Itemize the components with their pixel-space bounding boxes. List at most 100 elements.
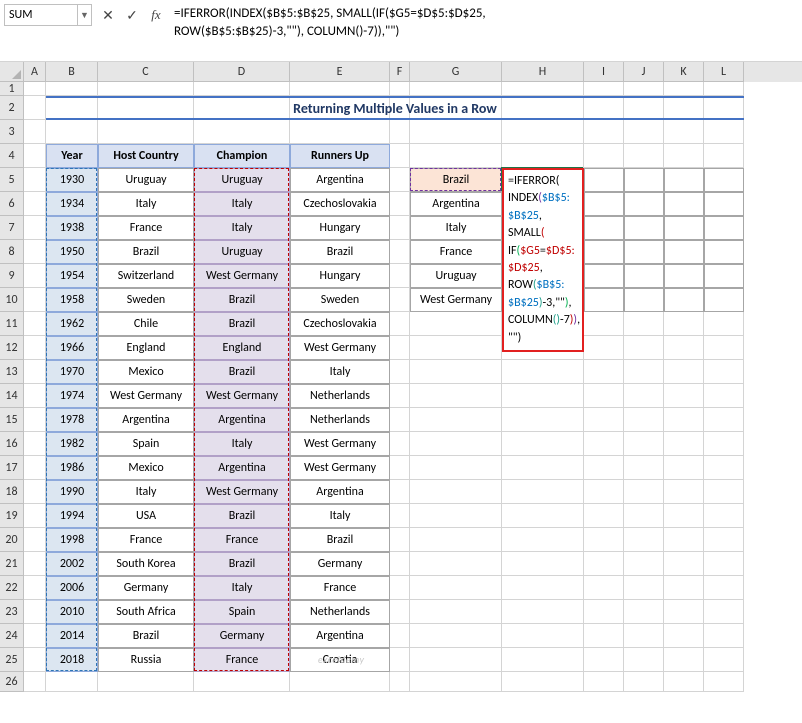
cell-H3[interactable] (502, 120, 584, 144)
cell-I24[interactable] (584, 624, 624, 648)
cell-F18[interactable] (390, 480, 410, 504)
cell-F12[interactable] (390, 336, 410, 360)
cell-I22[interactable] (584, 576, 624, 600)
cell-J7[interactable] (624, 216, 664, 240)
cell-F22[interactable] (390, 576, 410, 600)
cell-B25[interactable]: 2018 (46, 648, 98, 672)
cell-D8[interactable]: Uruguay (194, 240, 290, 264)
cell-J24[interactable] (624, 624, 664, 648)
cell-J10[interactable] (624, 288, 664, 312)
cell-K21[interactable] (664, 552, 704, 576)
cell-J3[interactable] (624, 120, 664, 144)
cell-D16[interactable]: Italy (194, 432, 290, 456)
cell-H20[interactable] (502, 528, 584, 552)
cell-D13[interactable]: Brazil (194, 360, 290, 384)
cell-B22[interactable]: 2006 (46, 576, 98, 600)
col-header-B[interactable]: B (46, 62, 98, 82)
cell-J4[interactable] (624, 144, 664, 168)
cell-L25[interactable] (704, 648, 744, 672)
cell-G20[interactable] (410, 528, 502, 552)
cell-H14[interactable] (502, 384, 584, 408)
cell-I21[interactable] (584, 552, 624, 576)
cell-I13[interactable] (584, 360, 624, 384)
select-all-corner[interactable] (0, 62, 24, 82)
cell-F14[interactable] (390, 384, 410, 408)
cell-A20[interactable] (24, 528, 46, 552)
cell-I1[interactable] (584, 82, 624, 96)
cell-K9[interactable] (664, 264, 704, 288)
cell-J18[interactable] (624, 480, 664, 504)
cell-G5[interactable]: Brazil (410, 168, 502, 192)
cell-F5[interactable] (390, 168, 410, 192)
cell-A15[interactable] (24, 408, 46, 432)
cell-I5[interactable] (584, 168, 624, 192)
cell-B16[interactable]: 1982 (46, 432, 98, 456)
cell-K10[interactable] (664, 288, 704, 312)
cell-E13[interactable]: Italy (290, 360, 390, 384)
cell-C23[interactable]: South Africa (98, 600, 194, 624)
row-header-8[interactable]: 8 (0, 240, 24, 264)
row-header-6[interactable]: 6 (0, 192, 24, 216)
cell-J19[interactable] (624, 504, 664, 528)
cell-C15[interactable]: Argentina (98, 408, 194, 432)
cell-L20[interactable] (704, 528, 744, 552)
name-box[interactable] (5, 8, 77, 22)
cell-C5[interactable]: Uruguay (98, 168, 194, 192)
col-header-F[interactable]: F (390, 62, 410, 82)
cell-I8[interactable] (584, 240, 624, 264)
cell-L8[interactable] (704, 240, 744, 264)
cell-D19[interactable]: Brazil (194, 504, 290, 528)
row-header-11[interactable]: 11 (0, 312, 24, 336)
row-header-13[interactable]: 13 (0, 360, 24, 384)
cell-B15[interactable]: 1978 (46, 408, 98, 432)
cell-K23[interactable] (664, 600, 704, 624)
cell-E21[interactable]: Germany (290, 552, 390, 576)
cell-F24[interactable] (390, 624, 410, 648)
cell-A25[interactable] (24, 648, 46, 672)
row-header-16[interactable]: 16 (0, 432, 24, 456)
cell-I23[interactable] (584, 600, 624, 624)
cell-J15[interactable] (624, 408, 664, 432)
cell-H1[interactable] (502, 82, 584, 96)
cell-D18[interactable]: West Germany (194, 480, 290, 504)
cell-K19[interactable] (664, 504, 704, 528)
cell-K17[interactable] (664, 456, 704, 480)
cell-C22[interactable]: Germany (98, 576, 194, 600)
cell-A7[interactable] (24, 216, 46, 240)
cell-L6[interactable] (704, 192, 744, 216)
cell-L17[interactable] (704, 456, 744, 480)
cell-I17[interactable] (584, 456, 624, 480)
row-header-3[interactable]: 3 (0, 120, 24, 144)
cell-F17[interactable] (390, 456, 410, 480)
cell-D14[interactable]: West Germany (194, 384, 290, 408)
cell-D24[interactable]: Germany (194, 624, 290, 648)
cell-J13[interactable] (624, 360, 664, 384)
cell-J16[interactable] (624, 432, 664, 456)
cell-L11[interactable] (704, 312, 744, 336)
cell-A22[interactable] (24, 576, 46, 600)
cell-C10[interactable]: Sweden (98, 288, 194, 312)
cell-J21[interactable] (624, 552, 664, 576)
row-header-17[interactable]: 17 (0, 456, 24, 480)
col-header-L[interactable]: L (704, 62, 744, 82)
cell-C1[interactable] (98, 82, 194, 96)
cell-D12[interactable]: England (194, 336, 290, 360)
cell-E14[interactable]: Netherlands (290, 384, 390, 408)
row-header-26[interactable]: 26 (0, 672, 24, 692)
cell-J23[interactable] (624, 600, 664, 624)
cell-G9[interactable]: Uruguay (410, 264, 502, 288)
cell-L12[interactable] (704, 336, 744, 360)
cell-L24[interactable] (704, 624, 744, 648)
cell-B24[interactable]: 2014 (46, 624, 98, 648)
cell-J11[interactable] (624, 312, 664, 336)
cell-G13[interactable] (410, 360, 502, 384)
cell-I19[interactable] (584, 504, 624, 528)
cell-E24[interactable]: Argentina (290, 624, 390, 648)
accept-icon[interactable]: ✓ (120, 4, 144, 26)
row-header-12[interactable]: 12 (0, 336, 24, 360)
cell-B26[interactable] (46, 672, 98, 692)
cell-K7[interactable] (664, 216, 704, 240)
cell-K6[interactable] (664, 192, 704, 216)
cell-H4[interactable] (502, 144, 584, 168)
cell-C13[interactable]: Mexico (98, 360, 194, 384)
